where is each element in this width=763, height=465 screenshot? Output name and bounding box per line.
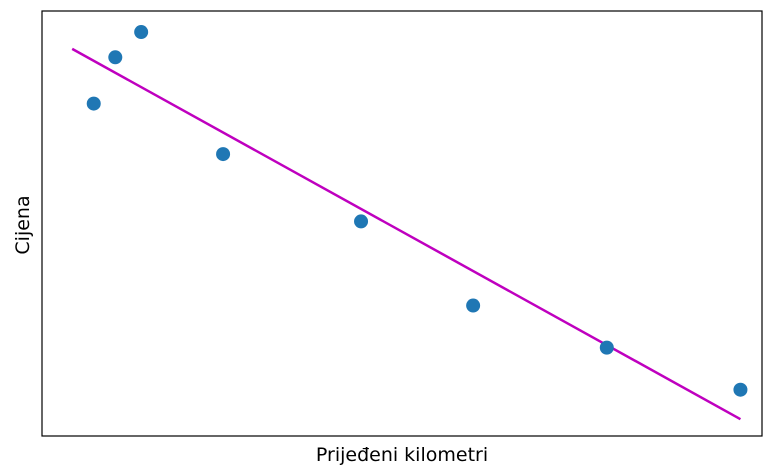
trend-line <box>71 47 742 421</box>
x-axis-label: Prijeđeni kilometri <box>316 444 488 465</box>
data-point <box>466 298 481 313</box>
y-axis-label: Cijena <box>12 195 34 254</box>
data-point <box>108 50 123 65</box>
data-point <box>216 147 231 162</box>
data-point <box>733 382 748 397</box>
data-point <box>134 25 149 40</box>
data-point <box>86 96 101 111</box>
chart-marks <box>71 25 748 421</box>
plot-area-frame <box>41 10 763 437</box>
data-point <box>599 340 614 355</box>
data-point <box>354 214 369 229</box>
